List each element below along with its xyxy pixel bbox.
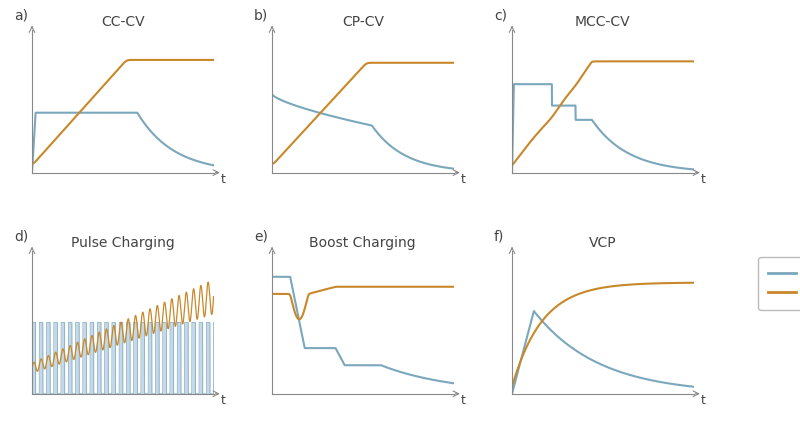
Legend: Current, Voltage: Current, Voltage xyxy=(758,257,800,309)
Title: Boost Charging: Boost Charging xyxy=(310,236,416,250)
Text: t: t xyxy=(461,172,466,186)
Text: f): f) xyxy=(494,230,504,244)
Text: c): c) xyxy=(494,9,507,23)
Text: t: t xyxy=(701,394,706,407)
Text: t: t xyxy=(701,172,706,186)
Title: CP-CV: CP-CV xyxy=(342,15,384,29)
Title: MCC-CV: MCC-CV xyxy=(575,15,630,29)
Text: t: t xyxy=(461,394,466,407)
Text: d): d) xyxy=(14,230,28,244)
Text: t: t xyxy=(221,394,226,407)
Text: a): a) xyxy=(14,9,28,23)
Text: t: t xyxy=(221,172,226,186)
Title: VCP: VCP xyxy=(589,236,617,250)
Text: b): b) xyxy=(254,9,268,23)
Text: e): e) xyxy=(254,230,268,244)
Title: CC-CV: CC-CV xyxy=(101,15,145,29)
Title: Pulse Charging: Pulse Charging xyxy=(71,236,174,250)
